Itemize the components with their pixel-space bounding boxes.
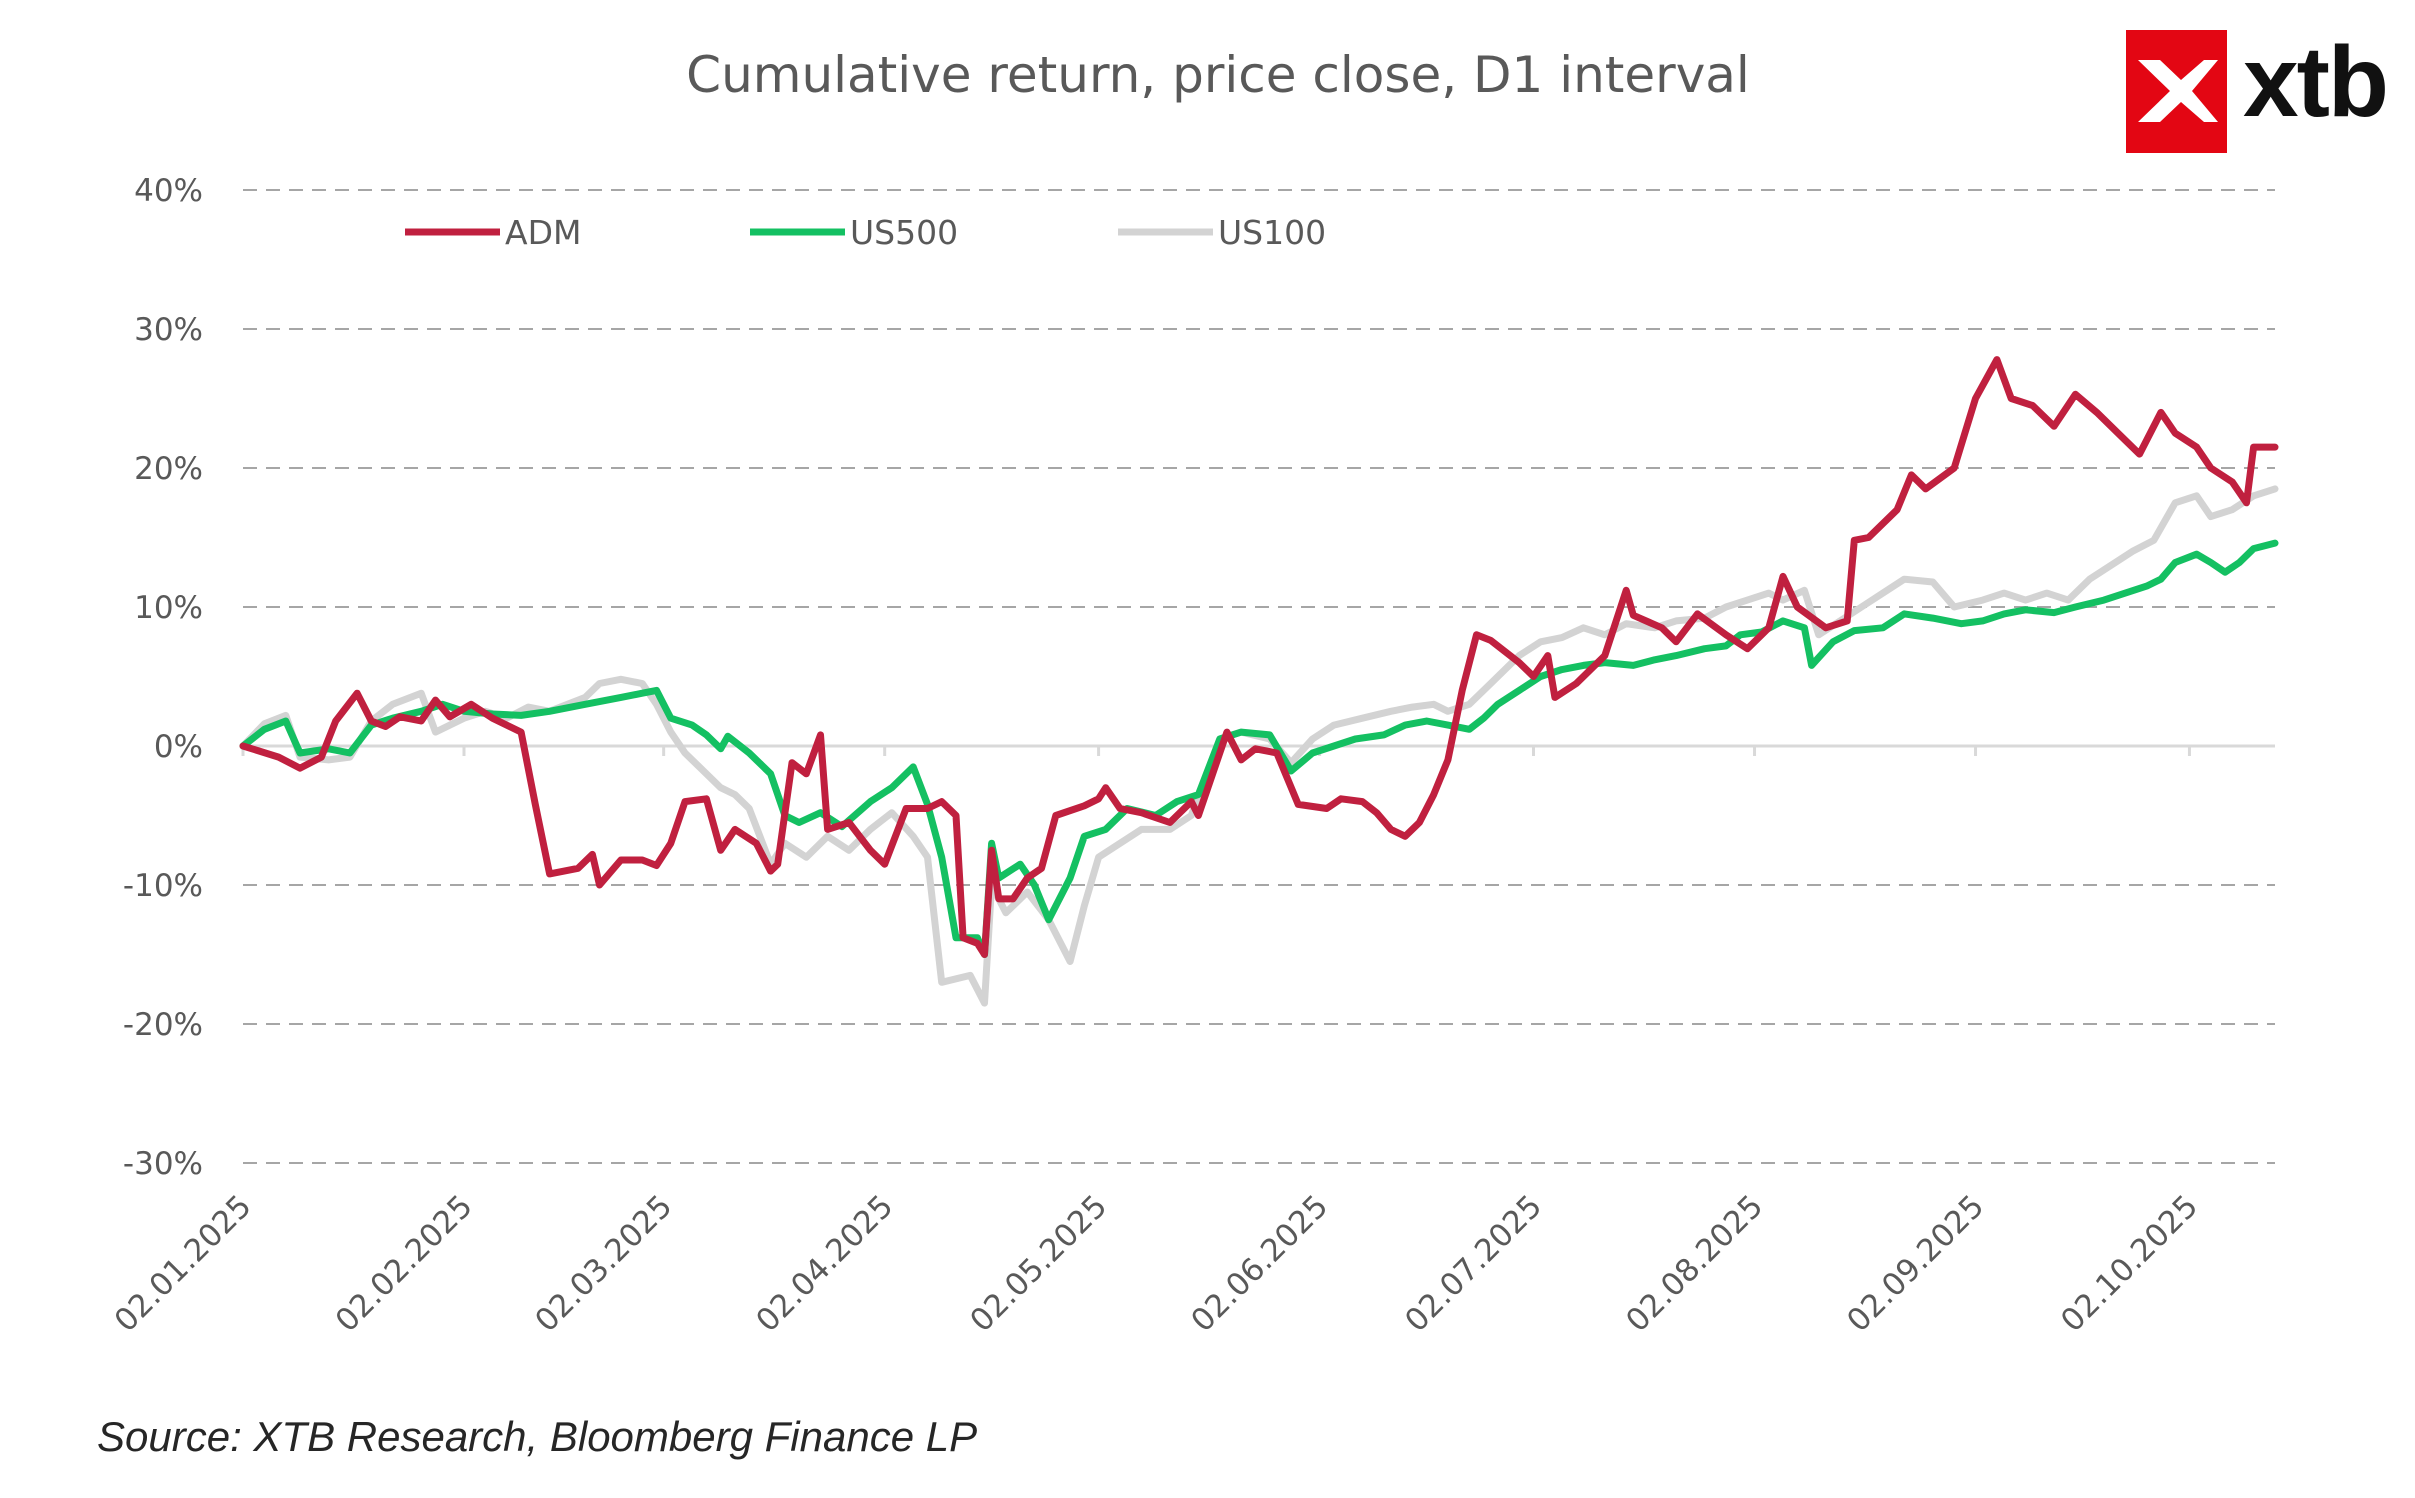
legend-label-us500: US500 <box>850 213 958 252</box>
y-tick-label: -10% <box>123 868 203 904</box>
x-tick-label: 02.06.2025 <box>1184 1188 1335 1339</box>
x-tick-label: 02.10.2025 <box>2054 1188 2205 1339</box>
series-lines <box>239 356 2279 1007</box>
x-tick-label: 02.07.2025 <box>1398 1188 1549 1339</box>
legend-label-us100: US100 <box>1218 213 1326 252</box>
legend-label-adm: ADM <box>505 213 581 252</box>
x-tick-label: 02.03.2025 <box>528 1188 679 1339</box>
source-note: Source: XTB Research, Bloomberg Finance … <box>97 1413 978 1460</box>
x-tick-label: 02.01.2025 <box>108 1188 259 1339</box>
y-axis: 40% 30% 20% 10% 0% -10% -20% -30% <box>123 173 203 1182</box>
xtb-logo-text: xtb <box>2243 26 2389 138</box>
x-tick-label: 02.09.2025 <box>1840 1188 1991 1339</box>
y-tick-label: 10% <box>134 590 203 626</box>
y-tick-label: 40% <box>134 173 203 209</box>
chart-title: Cumulative return, price close, D1 inter… <box>686 46 1750 104</box>
x-axis: 02.01.2025 02.02.2025 02.03.2025 02.04.2025… <box>108 746 2205 1339</box>
gridlines <box>243 189 2275 1164</box>
x-tick-label: 02.05.2025 <box>963 1188 1114 1339</box>
series-line-adm <box>239 356 2279 958</box>
y-tick-label: -30% <box>123 1146 203 1182</box>
xtb-x-logo-icon <box>2138 60 2218 122</box>
y-tick-label: -20% <box>123 1007 203 1043</box>
y-tick-label: 30% <box>134 312 203 348</box>
xtb-logo-mark <box>2126 30 2227 153</box>
x-tick-label: 02.02.2025 <box>329 1188 480 1339</box>
y-tick-label: 20% <box>134 451 203 487</box>
x-tick-label: 02.04.2025 <box>749 1188 900 1339</box>
x-tick-label: 02.08.2025 <box>1619 1188 1770 1339</box>
legend: ADM US500 US100 <box>405 213 1326 252</box>
y-tick-label: 0% <box>154 729 203 765</box>
